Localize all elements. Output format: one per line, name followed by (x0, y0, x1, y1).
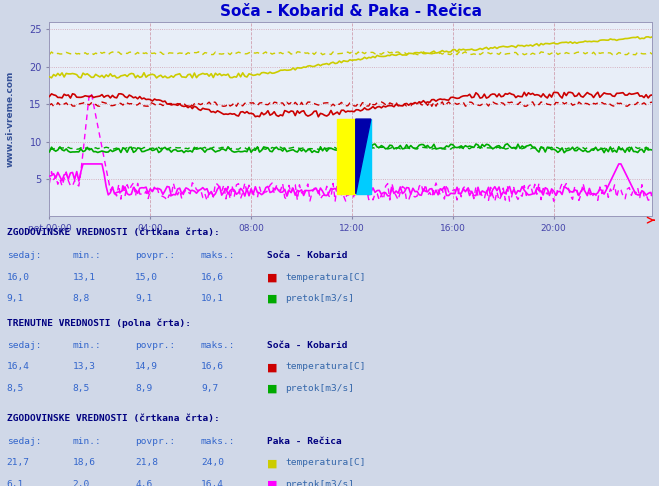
Text: 15,0: 15,0 (135, 273, 158, 282)
Text: 2,0: 2,0 (72, 480, 90, 486)
Text: www.si-vreme.com: www.si-vreme.com (6, 71, 14, 167)
Text: 6,1: 6,1 (7, 480, 24, 486)
Text: 8,9: 8,9 (135, 384, 152, 393)
Text: 13,3: 13,3 (72, 362, 96, 371)
Title: Soča - Kobarid & Paka - Rečica: Soča - Kobarid & Paka - Rečica (220, 4, 482, 19)
Text: temperatura[C]: temperatura[C] (285, 273, 366, 282)
Text: 16,0: 16,0 (7, 273, 30, 282)
Text: ■: ■ (267, 294, 277, 304)
Text: 16,4: 16,4 (201, 480, 224, 486)
Text: ZGODOVINSKE VREDNOSTI (črtkana črta):: ZGODOVINSKE VREDNOSTI (črtkana črta): (7, 414, 219, 423)
Polygon shape (356, 119, 371, 194)
Text: 18,6: 18,6 (72, 458, 96, 467)
Text: povpr.:: povpr.: (135, 341, 175, 350)
Bar (337, 119, 356, 194)
Text: maks.:: maks.: (201, 341, 235, 350)
Text: 21,7: 21,7 (7, 458, 30, 467)
Text: 4,6: 4,6 (135, 480, 152, 486)
Text: 8,5: 8,5 (72, 384, 90, 393)
Text: Paka - Rečica: Paka - Rečica (267, 437, 341, 446)
Text: maks.:: maks.: (201, 251, 235, 260)
Text: 10,1: 10,1 (201, 294, 224, 303)
Text: pretok[m3/s]: pretok[m3/s] (285, 294, 355, 303)
Polygon shape (356, 119, 371, 194)
Text: ■: ■ (267, 362, 277, 372)
Text: Soča - Kobarid: Soča - Kobarid (267, 341, 347, 350)
Text: sedaj:: sedaj: (7, 251, 41, 260)
Text: min.:: min.: (72, 437, 101, 446)
Text: pretok[m3/s]: pretok[m3/s] (285, 384, 355, 393)
Text: 16,6: 16,6 (201, 273, 224, 282)
Text: 21,8: 21,8 (135, 458, 158, 467)
Text: pretok[m3/s]: pretok[m3/s] (285, 480, 355, 486)
Text: Soča - Kobarid: Soča - Kobarid (267, 251, 347, 260)
Text: povpr.:: povpr.: (135, 437, 175, 446)
Text: 14,9: 14,9 (135, 362, 158, 371)
Text: 9,7: 9,7 (201, 384, 218, 393)
Text: ■: ■ (267, 458, 277, 468)
Text: 16,6: 16,6 (201, 362, 224, 371)
Text: sedaj:: sedaj: (7, 341, 41, 350)
Text: 13,1: 13,1 (72, 273, 96, 282)
Text: temperatura[C]: temperatura[C] (285, 362, 366, 371)
Text: ■: ■ (267, 480, 277, 486)
Text: ■: ■ (267, 273, 277, 283)
Text: 8,8: 8,8 (72, 294, 90, 303)
Text: 16,4: 16,4 (7, 362, 30, 371)
Text: min.:: min.: (72, 251, 101, 260)
Text: maks.:: maks.: (201, 437, 235, 446)
Text: 8,5: 8,5 (7, 384, 24, 393)
Text: 24,0: 24,0 (201, 458, 224, 467)
Text: 9,1: 9,1 (135, 294, 152, 303)
Text: povpr.:: povpr.: (135, 251, 175, 260)
Text: ■: ■ (267, 384, 277, 394)
Text: min.:: min.: (72, 341, 101, 350)
Text: temperatura[C]: temperatura[C] (285, 458, 366, 467)
Text: TRENUTNE VREDNOSTI (polna črta):: TRENUTNE VREDNOSTI (polna črta): (7, 318, 190, 328)
Text: 9,1: 9,1 (7, 294, 24, 303)
Text: sedaj:: sedaj: (7, 437, 41, 446)
Text: ZGODOVINSKE VREDNOSTI (črtkana črta):: ZGODOVINSKE VREDNOSTI (črtkana črta): (7, 228, 219, 238)
